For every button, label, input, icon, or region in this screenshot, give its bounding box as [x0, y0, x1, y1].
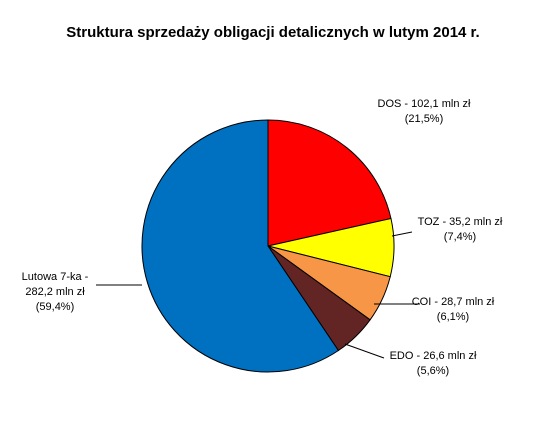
data-label-line: Lutowa 7-ka - [22, 271, 89, 283]
data-label-line: COI - 28,7 mln zł [412, 296, 495, 308]
chart-title: Struktura sprzedaży obligacji detaliczny… [66, 24, 479, 41]
leader-line [344, 343, 385, 359]
pie-slices [141, 119, 395, 373]
data-label: EDO - 26,6 mln zł (5,6%) [390, 350, 477, 377]
data-label-line: DOS - 102,1 mln zł [378, 98, 471, 110]
pie-labels: DOS - 102,1 mln zł (21,5%) TOZ - 35,2 mln … [22, 98, 503, 377]
pie-slice-lutowa-7-ka [141, 119, 340, 373]
data-label: Lutowa 7-ka - 282,2 mln zł (59,4%) [22, 271, 89, 313]
data-label-line: (21,5%) [405, 113, 444, 125]
data-label-line: 282,2 mln zł [25, 286, 85, 298]
data-label-line: (6,1%) [437, 311, 469, 323]
data-label-line: (59,4%) [36, 301, 75, 313]
data-label-line: (5,6%) [417, 365, 449, 377]
leader-line [391, 231, 413, 237]
data-label-line: EDO - 26,6 mln zł [390, 350, 477, 362]
pie-slice-dos [267, 119, 392, 247]
data-label: COI - 28,7 mln zł (6,1%) [412, 296, 495, 323]
data-label: TOZ - 35,2 mln zł (7,4%) [418, 216, 503, 243]
data-label: DOS - 102,1 mln zł (21,5%) [378, 98, 471, 125]
data-label-line: TOZ - 35,2 mln zł [418, 216, 503, 228]
data-label-line: (7,4%) [444, 231, 476, 243]
